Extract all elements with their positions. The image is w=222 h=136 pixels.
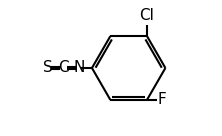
Text: Cl: Cl: [140, 8, 155, 23]
Text: F: F: [158, 92, 167, 107]
Text: S: S: [43, 61, 53, 75]
Text: C: C: [58, 61, 69, 75]
Text: N: N: [73, 61, 85, 75]
